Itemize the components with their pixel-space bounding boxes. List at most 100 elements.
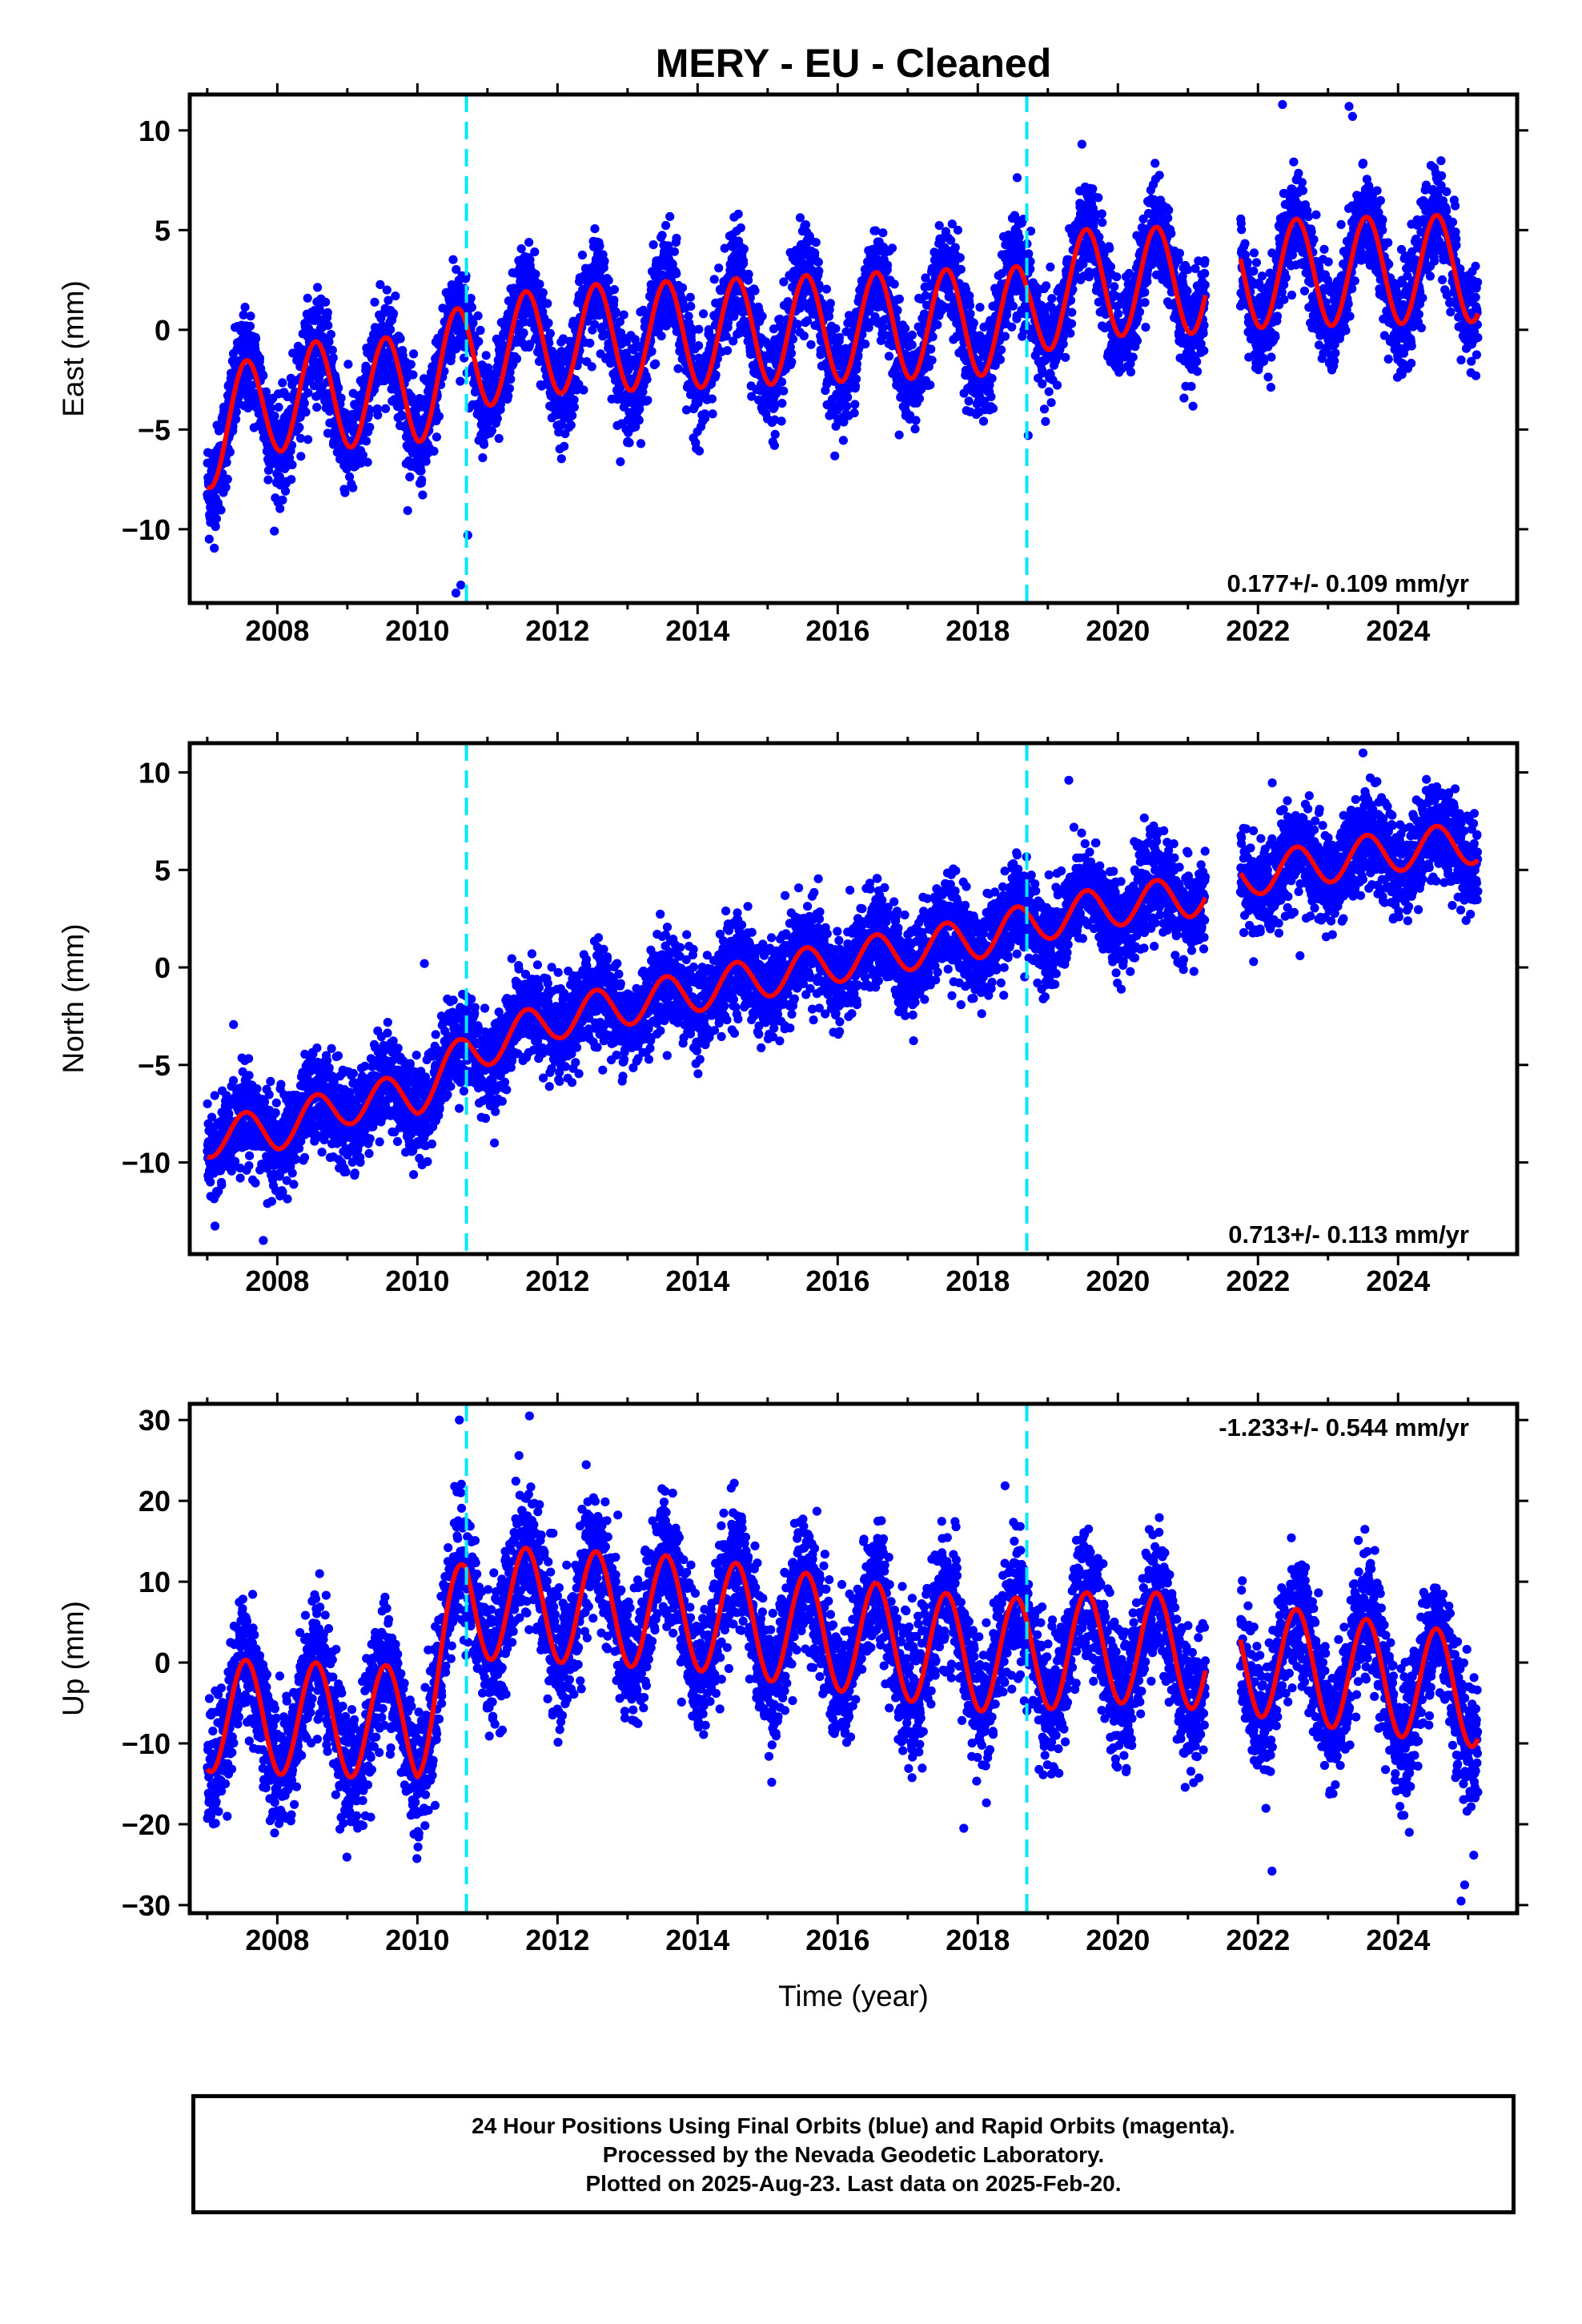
data-point xyxy=(516,244,526,254)
data-point xyxy=(381,404,391,413)
data-point xyxy=(1066,319,1077,328)
data-point xyxy=(987,374,997,384)
data-point xyxy=(452,344,461,354)
data-point xyxy=(577,250,588,260)
data-point xyxy=(1106,262,1115,271)
data-point xyxy=(911,416,921,425)
data-point xyxy=(356,458,366,468)
data-point xyxy=(950,243,960,252)
data-point xyxy=(884,352,894,361)
data-point xyxy=(834,332,844,343)
data-point xyxy=(631,422,640,432)
data-point xyxy=(1154,171,1164,180)
data-point xyxy=(210,543,219,553)
data-point xyxy=(505,368,515,377)
data-point xyxy=(323,428,333,438)
data-point xyxy=(535,279,544,289)
data-point xyxy=(560,429,570,439)
data-point xyxy=(736,223,745,233)
data-point xyxy=(975,303,985,312)
data-point xyxy=(757,312,767,321)
data-point xyxy=(478,453,488,463)
data-point xyxy=(795,213,805,223)
data-point xyxy=(474,336,484,347)
data-point xyxy=(609,285,620,295)
data-point xyxy=(647,347,656,356)
data-point xyxy=(556,454,566,464)
data-point xyxy=(814,266,824,275)
data-point xyxy=(585,338,595,348)
data-point xyxy=(861,340,870,349)
data-point xyxy=(370,297,379,307)
data-point xyxy=(1094,193,1103,203)
data-point xyxy=(709,275,719,284)
data-point xyxy=(301,408,311,417)
data-point xyxy=(456,376,465,386)
data-point xyxy=(686,301,696,312)
data-point xyxy=(223,474,232,485)
data-point xyxy=(432,432,442,442)
data-point xyxy=(270,526,279,536)
data-point xyxy=(611,307,620,316)
data-point xyxy=(313,283,323,292)
data-point xyxy=(810,248,820,258)
data-point xyxy=(964,396,974,406)
data-point xyxy=(231,414,241,424)
data-point xyxy=(708,409,717,419)
data-point xyxy=(604,275,613,285)
data-point xyxy=(221,482,231,493)
data-point xyxy=(699,309,709,319)
data-point xyxy=(744,269,753,279)
data-point xyxy=(263,475,273,485)
data-point xyxy=(711,370,721,380)
data-point xyxy=(512,354,522,364)
data-point xyxy=(787,357,797,367)
data-point xyxy=(830,451,840,460)
data-point xyxy=(345,472,355,482)
data-point xyxy=(303,435,313,444)
data-point xyxy=(672,269,681,279)
data-point xyxy=(750,286,760,296)
data-point xyxy=(334,383,343,392)
data-point xyxy=(222,457,231,468)
data-point xyxy=(309,381,319,391)
data-point xyxy=(799,331,809,341)
data-point xyxy=(323,308,332,317)
data-point xyxy=(1046,398,1056,408)
data-point xyxy=(358,450,367,460)
data-point xyxy=(1052,380,1062,390)
data-point xyxy=(770,429,780,440)
data-point xyxy=(615,317,625,327)
data-point xyxy=(643,396,652,405)
data-point xyxy=(669,247,680,256)
data-point xyxy=(382,285,391,295)
data-point xyxy=(609,296,619,305)
data-point xyxy=(878,228,888,238)
data-point xyxy=(587,362,596,372)
scatter-points-east xyxy=(203,99,1483,598)
data-point xyxy=(569,402,580,412)
data-point xyxy=(1058,340,1068,349)
data-point xyxy=(336,393,346,403)
data-point xyxy=(590,320,600,329)
data-point xyxy=(363,457,372,467)
data-point xyxy=(270,411,279,421)
data-point xyxy=(657,231,667,240)
data-point xyxy=(566,420,576,430)
data-point xyxy=(417,402,427,412)
data-point xyxy=(557,420,567,430)
data-point xyxy=(343,360,353,369)
data-point xyxy=(1044,387,1054,396)
data-point xyxy=(997,345,1006,355)
data-point xyxy=(278,495,287,505)
data-point xyxy=(479,440,489,449)
data-point xyxy=(1000,332,1010,341)
data-point xyxy=(769,440,780,450)
data-point xyxy=(487,426,497,436)
data-point xyxy=(263,465,274,475)
data-point xyxy=(386,325,396,335)
data-point xyxy=(406,360,416,369)
data-point xyxy=(1098,218,1107,227)
data-point xyxy=(1047,294,1057,304)
data-point xyxy=(953,225,962,235)
